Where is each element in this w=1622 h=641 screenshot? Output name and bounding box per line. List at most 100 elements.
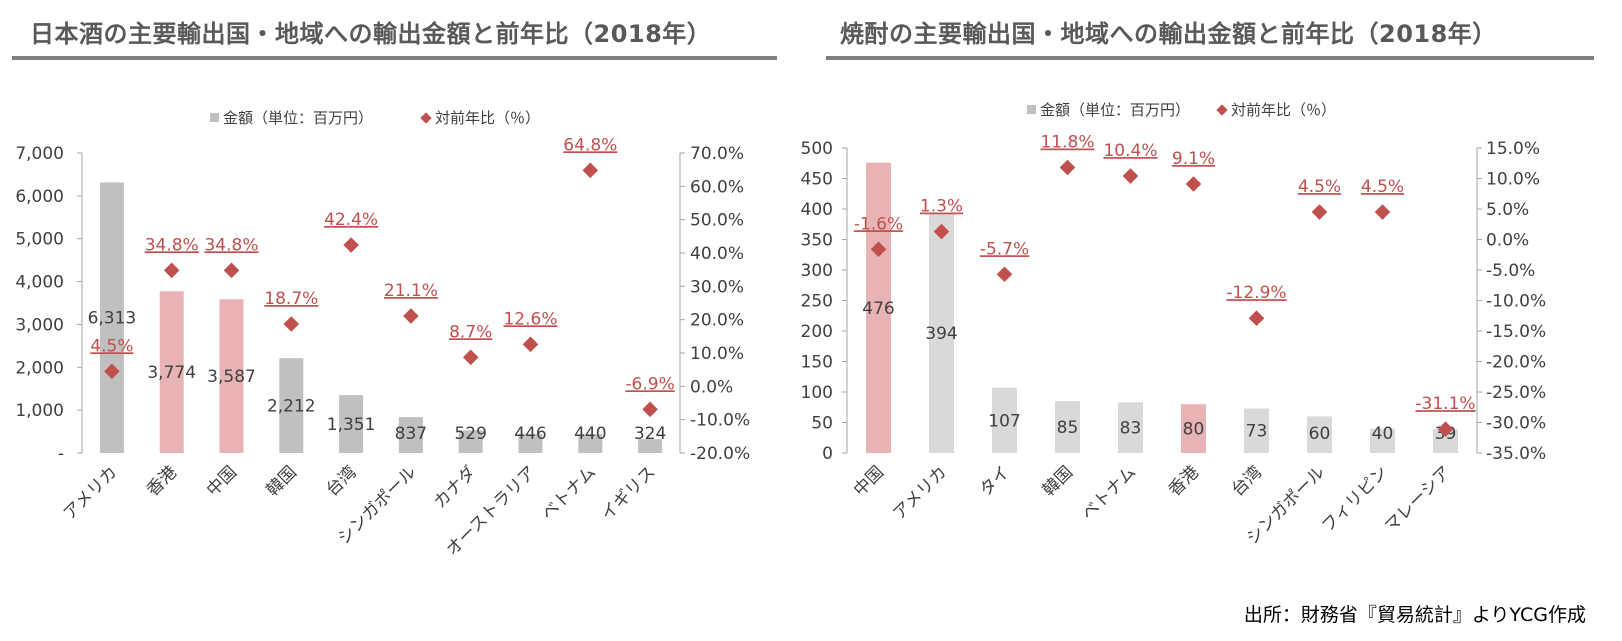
sake-legend-marker-swatch bbox=[420, 112, 432, 124]
sake-bar bbox=[339, 395, 364, 453]
sake-category-label: 香港 bbox=[143, 462, 181, 500]
sake-right-tick-label: 60.0% bbox=[690, 177, 744, 197]
shochu-pct-marker bbox=[1248, 310, 1265, 326]
sake-bar bbox=[518, 433, 543, 453]
shochu-left-tick-label: 250 bbox=[801, 292, 833, 312]
shochu-bar bbox=[929, 212, 954, 453]
shochu-legend-bar-swatch bbox=[1027, 105, 1036, 114]
shochu-pct-label: -5.7% bbox=[980, 239, 1029, 259]
shochu-category-label: 中国 bbox=[850, 462, 888, 500]
sake-left-tick-label: 3,000 bbox=[15, 315, 64, 335]
sake-right-tick-label: 20.0% bbox=[690, 311, 744, 331]
shochu-right-tick-label: -25.0% bbox=[1486, 383, 1546, 403]
sake-bar bbox=[219, 299, 244, 453]
shochu-pct-marker bbox=[1437, 421, 1454, 437]
sake-right-tick-label: -20.0% bbox=[690, 444, 750, 464]
shochu-pct-label: 11.8% bbox=[1040, 133, 1094, 153]
sake-right-tick-label: 30.0% bbox=[690, 277, 744, 297]
sake-bar-value-label: 3,774 bbox=[147, 363, 196, 383]
sake-bar-value-label: 6,313 bbox=[88, 309, 137, 329]
sake-pct-label: 4.5% bbox=[90, 336, 133, 356]
shochu-pct-marker bbox=[1059, 159, 1076, 176]
sake-bar-value-label: 440 bbox=[574, 424, 606, 444]
sake-left-tick-label: 7,000 bbox=[15, 144, 64, 164]
sake-right-tick-label: -10.0% bbox=[690, 411, 750, 431]
sake-pct-marker bbox=[283, 316, 300, 332]
shochu-left-tick-label: 100 bbox=[801, 383, 833, 403]
sake-pct-marker bbox=[462, 349, 479, 366]
shochu-legend-bar-label: 金額（単位：百万円） bbox=[1040, 101, 1190, 119]
sake-left-tick-label: 6,000 bbox=[15, 187, 64, 207]
sake-pct-marker bbox=[522, 336, 539, 353]
shochu-title-rule bbox=[826, 56, 1594, 60]
sake-pct-label: 18.7% bbox=[264, 289, 318, 309]
sake-pct-marker bbox=[343, 237, 359, 253]
shochu-right-tick-label: 15.0% bbox=[1486, 139, 1540, 159]
shochu-right-tick-label: -5.0% bbox=[1486, 261, 1535, 281]
shochu-bar bbox=[1433, 429, 1458, 453]
shochu-right-tick-label: -15.0% bbox=[1486, 322, 1546, 342]
shochu-bar-value-label: 83 bbox=[1120, 419, 1142, 439]
shochu-bar bbox=[992, 387, 1017, 453]
sake-pct-marker bbox=[223, 262, 240, 279]
shochu-bar bbox=[1181, 404, 1206, 453]
sake-pct-marker bbox=[163, 262, 180, 279]
sake-pct-label: 12.6% bbox=[503, 309, 557, 329]
sake-category-label: 中国 bbox=[203, 462, 241, 500]
shochu-right-tick-label: -30.0% bbox=[1486, 414, 1546, 434]
shochu-right-tick-label: 10.0% bbox=[1486, 170, 1540, 190]
shochu-legend-marker-swatch bbox=[1216, 104, 1228, 116]
shochu-left-tick-label: 200 bbox=[801, 322, 833, 342]
sake-pct-label: 8.7% bbox=[449, 322, 492, 342]
shochu-left-tick-label: 350 bbox=[801, 231, 833, 251]
sake-category-label: イギリス bbox=[597, 462, 659, 524]
shochu-category-label: ベトナム bbox=[1078, 462, 1140, 524]
sake-category-label: アメリカ bbox=[60, 462, 122, 524]
shochu-bar-value-label: 476 bbox=[862, 299, 894, 319]
sake-category-label: カナダ bbox=[430, 462, 480, 512]
shochu-pct-label: 4.5% bbox=[1298, 177, 1341, 197]
sake-bar bbox=[638, 439, 663, 453]
sake-bar-value-label: 446 bbox=[514, 424, 546, 444]
sake-right-tick-label: 70.0% bbox=[690, 144, 744, 164]
shochu-left-tick-label: 450 bbox=[801, 170, 833, 190]
sake-bar-value-label: 529 bbox=[454, 424, 486, 444]
shochu-category-label: 台湾 bbox=[1228, 462, 1266, 500]
shochu-pct-marker bbox=[1185, 176, 1202, 192]
shochu-pct-marker bbox=[1311, 204, 1328, 220]
shochu-pct-marker bbox=[1374, 204, 1391, 220]
sake-bar-value-label: 3,587 bbox=[207, 367, 256, 387]
shochu-bar-value-label: 80 bbox=[1183, 420, 1205, 440]
sake-chart-title: 日本酒の主要輸出国・地域への輸出金額と前年比（2018年） bbox=[30, 20, 712, 48]
shochu-left-tick-label: 150 bbox=[801, 353, 833, 373]
sake-bar bbox=[279, 358, 304, 453]
sake-bar bbox=[458, 430, 483, 453]
source-note: 出所：財務省『貿易統計』よりYCG作成 bbox=[1243, 604, 1586, 626]
sake-right-tick-label: 40.0% bbox=[690, 244, 744, 264]
sake-legend-bar-swatch bbox=[210, 113, 219, 122]
sake-bar-value-label: 2,212 bbox=[267, 397, 316, 417]
shochu-category-label: 香港 bbox=[1165, 462, 1203, 500]
sake-pct-label: -6.9% bbox=[625, 374, 674, 394]
sake-category-label: 台湾 bbox=[322, 462, 360, 500]
sake-left-tick-label: 5,000 bbox=[15, 230, 64, 250]
sake-bar bbox=[578, 434, 603, 453]
sake-pct-label: 34.8% bbox=[204, 235, 258, 255]
shochu-left-tick-label: 50 bbox=[811, 414, 833, 434]
sake-left-tick-label: - bbox=[58, 444, 64, 464]
sake-right-tick-label: 50.0% bbox=[690, 211, 744, 231]
shochu-left-tick-label: 500 bbox=[801, 139, 833, 159]
shochu-legend-marker-label: 対前年比（％） bbox=[1231, 101, 1336, 119]
shochu-bar-value-label: 40 bbox=[1372, 424, 1394, 444]
shochu-bar-value-label: 107 bbox=[988, 411, 1020, 431]
sake-pct-label: 34.8% bbox=[145, 235, 199, 255]
sake-right-tick-label: 0.0% bbox=[690, 377, 733, 397]
shochu-category-label: マレーシア bbox=[1381, 462, 1455, 536]
sake-bar-value-label: 1,351 bbox=[327, 415, 376, 435]
shochu-category-label: 韓国 bbox=[1039, 462, 1077, 500]
sake-pct-label: 42.4% bbox=[324, 210, 378, 230]
sake-pct-marker bbox=[582, 162, 599, 179]
shochu-bar bbox=[1307, 416, 1332, 453]
shochu-left-tick-label: 0 bbox=[822, 444, 833, 464]
shochu-pct-label: -31.1% bbox=[1415, 394, 1475, 414]
